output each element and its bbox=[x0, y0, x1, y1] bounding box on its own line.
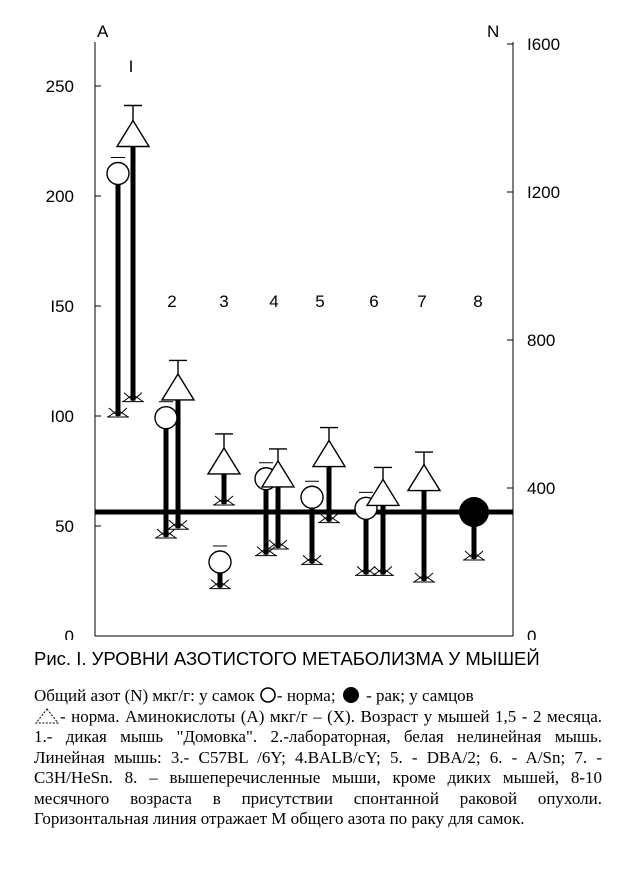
male-norm-triangle-marker bbox=[365, 478, 401, 507]
right-tick-label: I600 bbox=[527, 35, 560, 54]
group-label: 7 bbox=[417, 292, 426, 311]
right-tick-label: 800 bbox=[527, 331, 555, 350]
amino-acid-x-marker bbox=[301, 555, 323, 565]
filled-circle-legend-icon bbox=[342, 687, 359, 703]
group-label: 6 bbox=[369, 292, 378, 311]
caption-line1-c: - рак; у самцов bbox=[366, 686, 474, 705]
chart-labels: 250 200 I50 I00 50 0 I600 I200 800 400 0 A N I 2 3 4 5 6 7 8 bbox=[46, 22, 560, 640]
left-tick-label: 200 bbox=[46, 187, 74, 206]
amino-acid-x-marker bbox=[107, 407, 129, 418]
figure-title: Рис. I. УРОВНИ АЗОТИСТОГО МЕТАБОЛИЗМА У … bbox=[34, 648, 540, 669]
left-tick-label: 250 bbox=[46, 77, 74, 96]
male-norm-triangle-marker bbox=[406, 463, 442, 492]
group-label: 3 bbox=[219, 292, 228, 311]
chart-bars bbox=[107, 136, 485, 590]
female-norm-circle-marker bbox=[208, 550, 232, 574]
group-label: 5 bbox=[315, 292, 324, 311]
amino-acid-x-marker bbox=[209, 579, 231, 590]
group-label: 8 bbox=[473, 292, 482, 311]
caption-line1-a: Общий азот (N) мкг/г: у самок bbox=[34, 686, 255, 705]
chart-axes bbox=[94, 42, 514, 637]
amino-acid-x-marker bbox=[318, 513, 340, 524]
female-norm-circle-marker bbox=[154, 406, 178, 430]
right-axis-letter: N bbox=[487, 22, 499, 41]
male-norm-triangle-marker bbox=[115, 119, 151, 148]
left-tick-label: 0 bbox=[65, 627, 74, 640]
amino-acid-x-marker bbox=[413, 572, 435, 583]
male-norm-triangle-marker bbox=[206, 446, 242, 475]
caption-line2: - норма. Аминокислоты (А) мкг/г – (Х). В… bbox=[34, 706, 602, 829]
left-tick-label: I50 bbox=[50, 297, 74, 316]
chart-markers bbox=[106, 104, 489, 574]
left-tick-label: I00 bbox=[50, 407, 74, 426]
right-tick-label: 0 bbox=[527, 627, 536, 640]
amino-acid-x-marker bbox=[372, 566, 394, 576]
figure-caption: Общий азот (N) мкг/г: у самок - норма; -… bbox=[34, 686, 602, 830]
open-circle-legend-icon bbox=[260, 687, 276, 703]
amino-acid-x-marker bbox=[213, 495, 235, 506]
left-axis-letter: A bbox=[97, 22, 109, 41]
nitrogen-metabolism-chart: 250 200 I50 I00 50 0 I600 I200 800 400 0 A N I 2 3 4 5 6 7 8 bbox=[46, 22, 560, 640]
right-tick-label: 400 bbox=[527, 479, 555, 498]
female-cancer-circle-marker bbox=[459, 497, 489, 528]
amino-acid-x-marker bbox=[463, 550, 485, 561]
male-norm-triangle-marker bbox=[311, 439, 347, 468]
amino-acid-x-marker bbox=[167, 519, 189, 530]
right-tick-label: I200 bbox=[527, 183, 560, 202]
male-norm-triangle-marker bbox=[160, 372, 196, 401]
amino-acid-x-marker bbox=[122, 392, 144, 403]
left-tick-label: 50 bbox=[55, 517, 74, 536]
group-label: 4 bbox=[269, 292, 278, 311]
amino-acid-x-marker bbox=[267, 539, 289, 550]
female-norm-circle-marker bbox=[106, 161, 130, 186]
caption-line1-b: - норма; bbox=[276, 686, 336, 705]
open-triangle-legend-icon bbox=[34, 707, 60, 723]
group-label: 2 bbox=[167, 292, 176, 311]
amino-acid-x-marker bbox=[155, 528, 177, 539]
group-label: I bbox=[129, 57, 134, 76]
female-norm-circle-marker bbox=[300, 485, 324, 509]
male-norm-triangle-marker bbox=[260, 459, 296, 488]
